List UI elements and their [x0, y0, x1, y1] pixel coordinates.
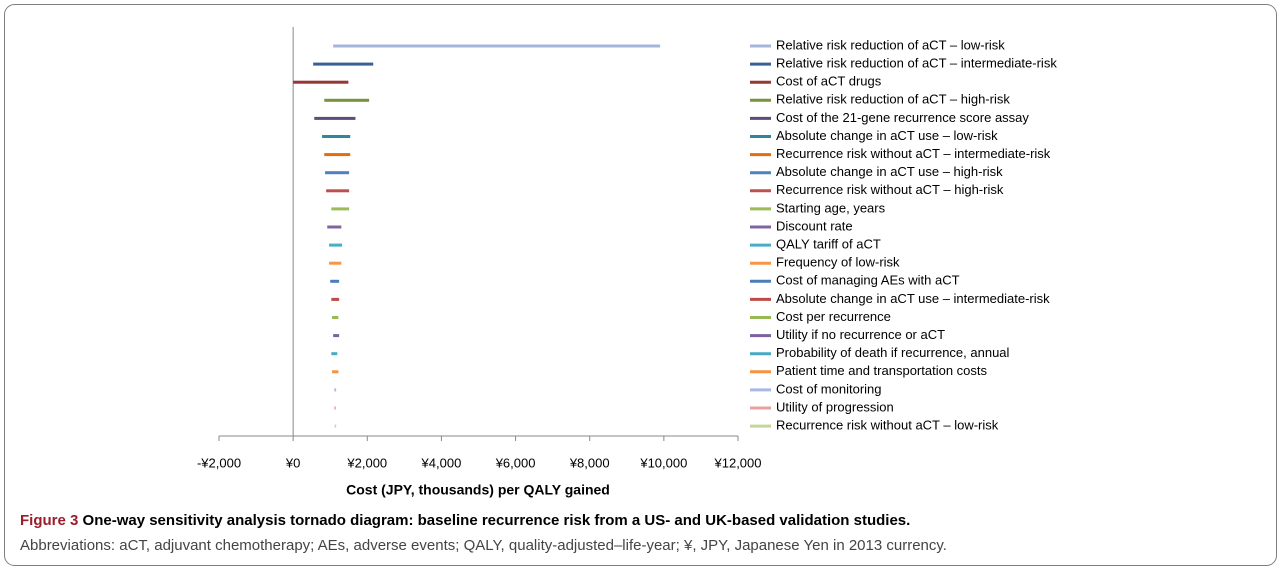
caption: Figure 3 One-way sensitivity analysis to… [20, 512, 910, 529]
legend-label: Recurrence risk without aCT – high-risk [776, 182, 1004, 197]
range-bar [314, 116, 356, 120]
range-bar [330, 279, 340, 283]
legend-label: Discount rate [776, 218, 853, 233]
range-bar [329, 243, 343, 247]
range-bar [329, 261, 342, 265]
legend-label: Absolute change in aCT use – intermediat… [776, 291, 1050, 306]
range-bar [313, 62, 374, 66]
range-bar [334, 424, 337, 428]
legend-label: Utility if no recurrence or aCT [776, 327, 945, 342]
legend-label: QALY tariff of aCT [776, 237, 881, 252]
range-bar [325, 171, 350, 175]
range-bar [324, 153, 351, 157]
legend-label: Starting age, years [776, 200, 886, 215]
caption-note: Abbreviations: aCT, adjuvant chemotherap… [20, 537, 947, 554]
legend-label: Cost of aCT drugs [776, 74, 882, 89]
x-tick-label: ¥6,000 [495, 455, 536, 470]
x-tick-label: ¥2,000 [346, 455, 387, 470]
legend-label: Cost of managing AEs with aCT [776, 273, 960, 288]
caption-label: Figure 3 [20, 512, 78, 529]
range-bar [327, 225, 342, 229]
x-tick-label: -¥2,000 [197, 455, 241, 470]
x-tick-label: ¥0 [285, 455, 300, 470]
legend-label: Cost of the 21-gene recurrence score ass… [776, 110, 1029, 125]
range-bar [322, 135, 351, 138]
range-bar [324, 98, 370, 102]
legend-label: Cost per recurrence [776, 309, 891, 324]
range-bar [293, 80, 349, 84]
legend-label: Absolute change in aCT use – low-risk [776, 128, 998, 143]
legend-label: Recurrence risk without aCT – intermedia… [776, 146, 1051, 161]
range-bar [331, 207, 350, 211]
range-bar [333, 44, 661, 48]
legend-label: Absolute change in aCT use – high-risk [776, 164, 1003, 179]
x-tick-label: ¥8,000 [569, 455, 610, 470]
range-bar [333, 334, 340, 338]
range-bar [332, 370, 339, 374]
range-bar [334, 388, 337, 392]
legend-label: Frequency of low-risk [776, 255, 900, 270]
range-bar [326, 189, 350, 193]
legend-label: Cost of monitoring [776, 381, 882, 396]
legend-label: Relative risk reduction of aCT – high-ri… [776, 92, 1010, 107]
legend-label: Recurrence risk without aCT – low-risk [776, 418, 999, 433]
x-tick-label: ¥10,000 [639, 455, 687, 470]
legend-label: Patient time and transportation costs [776, 363, 988, 378]
x-tick-label: ¥4,000 [421, 455, 462, 470]
legend-label: Relative risk reduction of aCT – interme… [776, 56, 1057, 71]
x-tick-label: ¥12,000 [714, 455, 762, 470]
legend-label: Utility of progression [776, 399, 894, 414]
x-axis-label: Cost (JPY, thousands) per QALY gained [346, 482, 610, 498]
range-bar [334, 406, 336, 410]
legend-label: Relative risk reduction of aCT – low-ris… [776, 37, 1005, 52]
range-bar [331, 352, 338, 356]
caption-title: One-way sensitivity analysis tornado dia… [83, 512, 911, 529]
frame [4, 4, 1277, 566]
range-bar [332, 316, 339, 319]
legend-label: Probability of death if recurrence, annu… [776, 345, 1010, 360]
range-bar [331, 297, 340, 301]
